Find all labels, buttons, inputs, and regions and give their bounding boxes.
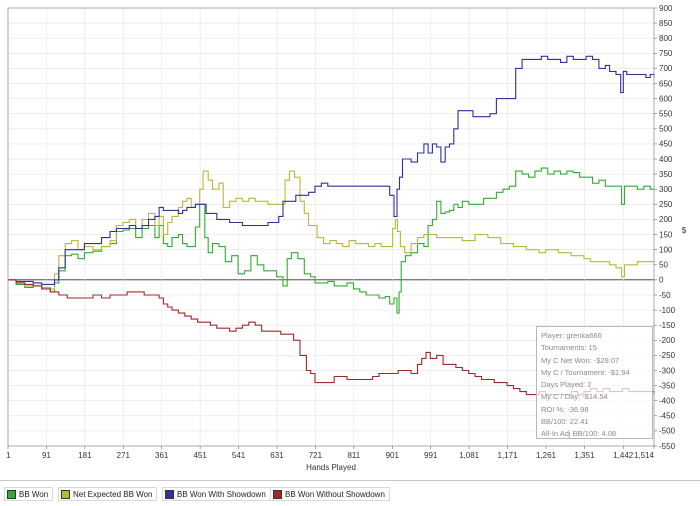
- stat-net-won: My C Net Won: -$29.07: [541, 355, 620, 365]
- axis-layer: 9008508007507006506005505004504003503002…: [6, 4, 676, 460]
- x-tick-label: 1,442: [613, 451, 634, 460]
- y-tick-label: 50: [659, 261, 668, 270]
- x-axis-title: Hands Played: [306, 463, 356, 472]
- legend-label: BB Won Without Showdown: [285, 489, 385, 499]
- series-line-net-expected-bb-won: [8, 170, 654, 290]
- y-tick-label: 0: [659, 276, 664, 285]
- stat-per-tournament: My C / Tournament: -$1.94: [541, 367, 630, 377]
- y-tick-label: 550: [659, 110, 673, 119]
- line-chart: 9008508007507006506005505004504003503002…: [6, 4, 687, 472]
- legend-item-with-showdown[interactable]: BB Won With Showdown: [162, 487, 271, 501]
- grid-layer: [7, 7, 655, 447]
- x-tick-label: 451: [193, 451, 207, 460]
- y-tick-label: -300: [659, 366, 676, 375]
- y-tick-label: 350: [659, 170, 673, 179]
- y-tick-label: 250: [659, 200, 673, 209]
- stat-per-day: My C / Day: -$14.54: [541, 392, 608, 402]
- legend-swatch-icon: [273, 489, 282, 499]
- x-tick-label: 361: [155, 451, 169, 460]
- y-tick-label: 650: [659, 79, 673, 88]
- series-line-bb-won: [8, 167, 654, 314]
- legend: BB Won Net Expected BB Won BB Won With S…: [0, 480, 700, 506]
- y-tick-label: -400: [659, 396, 676, 405]
- y-tick-label: 800: [659, 34, 673, 43]
- stat-roi: ROI %: -36.98: [541, 404, 589, 414]
- plot-frame: [7, 7, 655, 447]
- x-tick-label: 1,261: [536, 451, 557, 460]
- x-tick-label: 631: [270, 451, 284, 460]
- y-tick-label: -200: [659, 336, 676, 345]
- y-tick-label: -150: [659, 321, 676, 330]
- y-tick-label: 300: [659, 185, 673, 194]
- y-tick-label: -450: [659, 412, 676, 421]
- x-tick-label: 271: [117, 451, 131, 460]
- x-tick-label: 721: [309, 451, 323, 460]
- legend-item-bb-won[interactable]: BB Won: [4, 487, 54, 501]
- legend-item-without-showdown[interactable]: BB Won Without Showdown: [270, 487, 390, 501]
- stat-allin-adj: All-In Adj BB/100: 4.08: [541, 429, 617, 439]
- x-tick-label: 181: [78, 451, 92, 460]
- x-tick-label: 91: [42, 451, 51, 460]
- y-tick-label: 100: [659, 245, 673, 254]
- x-tick-label: 901: [386, 451, 400, 460]
- y-tick-label: 600: [659, 94, 673, 103]
- y-tick-label: 400: [659, 155, 673, 164]
- y-tick-label: -500: [659, 427, 676, 436]
- stat-bb-100: BB/100: 22.41: [541, 417, 589, 427]
- y-tick-label: 500: [659, 125, 673, 134]
- series-line-bb-won-with-showdown: [8, 55, 655, 285]
- x-tick-label: 991: [424, 451, 438, 460]
- y-tick-label: 150: [659, 230, 673, 239]
- y-tick-label: 200: [659, 215, 673, 224]
- stats-box: Player: grenka666 Tournaments: 15 My C N…: [536, 326, 653, 439]
- y-tick-label: -100: [659, 306, 676, 315]
- x-tick-label: 1,514: [634, 451, 655, 460]
- stat-days-played: Days Played: 2: [541, 380, 592, 390]
- y-tick-label: 750: [659, 49, 673, 58]
- legend-label: Net Expected BB Won: [73, 489, 153, 499]
- y-tick-label: -250: [659, 351, 676, 360]
- x-tick-label: 541: [232, 451, 246, 460]
- y-tick-label: -350: [659, 381, 676, 390]
- legend-swatch-icon: [61, 489, 70, 499]
- legend-swatch-icon: [7, 489, 16, 499]
- y-axis-title: $: [682, 226, 687, 235]
- legend-label: BB Won With Showdown: [177, 489, 266, 499]
- legend-label: BB Won: [19, 489, 49, 499]
- stat-tournaments: Tournaments: 15: [541, 343, 597, 353]
- x-tick-label: 1: [6, 451, 11, 460]
- x-tick-label: 1,171: [498, 451, 519, 460]
- stat-player: Player: grenka666: [541, 331, 602, 340]
- y-tick-label: 450: [659, 140, 673, 149]
- x-tick-label: 811: [347, 451, 360, 460]
- y-tick-label: 900: [659, 4, 673, 13]
- x-tick-label: 1,081: [459, 451, 480, 460]
- legend-swatch-icon: [165, 489, 174, 499]
- legend-item-net-expected[interactable]: Net Expected BB Won: [58, 487, 158, 501]
- y-tick-label: -550: [659, 442, 676, 451]
- y-tick-label: 700: [659, 64, 673, 73]
- y-tick-label: -50: [659, 291, 671, 300]
- y-tick-label: 850: [659, 19, 673, 28]
- x-tick-label: 1,351: [574, 451, 595, 460]
